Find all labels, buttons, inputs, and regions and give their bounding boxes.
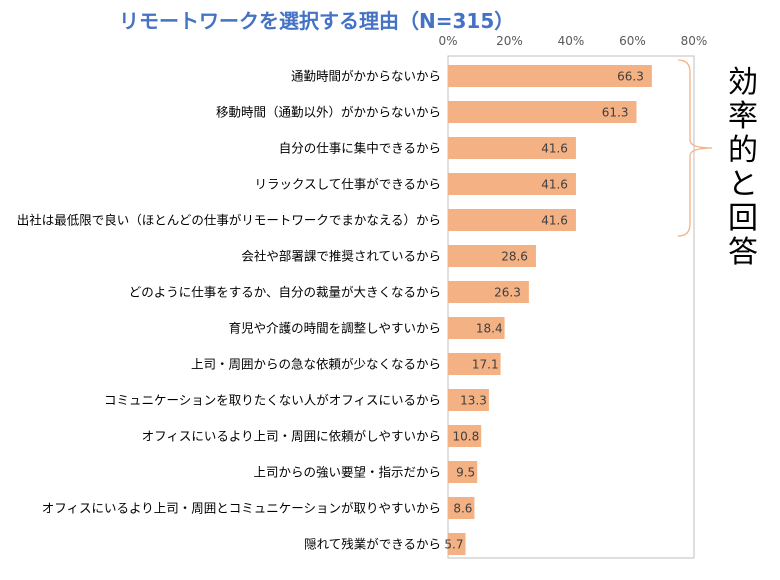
- category-label: 上司・周囲からの急な依頼が少なくなるから: [191, 357, 441, 372]
- value-label: 41.6: [541, 142, 568, 156]
- category-label: 隠れて残業ができるから: [304, 537, 441, 552]
- value-label: 26.3: [494, 286, 521, 300]
- bar: [448, 281, 529, 303]
- x-tick-label: 80%: [681, 34, 708, 48]
- bar: [448, 101, 637, 123]
- category-label: 移動時間（通勤以外）がかからないから: [216, 105, 441, 120]
- value-labels: 66.3 61.3 41.6 41.6 41.6 28.6 26.3 18.4 17.1 13.3…: [444, 70, 643, 552]
- chart-title: リモートワークを選択する理由（N=315）: [119, 9, 514, 33]
- category-label: 会社や部署課で推奨されているから: [241, 249, 441, 264]
- bar: [448, 65, 652, 87]
- value-label: 17.1: [472, 358, 499, 372]
- bar: [448, 353, 501, 375]
- x-tick-label: 0%: [438, 34, 457, 48]
- category-labels: 通勤時間がかからないから移動時間（通勤以外）がかからないから自分の仕事に集中でき…: [17, 69, 441, 552]
- bar: [448, 245, 536, 267]
- bar: [448, 497, 475, 519]
- value-label: 61.3: [602, 106, 629, 120]
- plot-border: [447, 55, 695, 559]
- annotation-text: 効率的と回答: [728, 65, 758, 270]
- value-label: 5.7: [444, 538, 463, 552]
- value-label: 41.6: [541, 214, 568, 228]
- bar: [448, 461, 478, 483]
- x-tick-label: 60%: [619, 34, 646, 48]
- category-label: コミュニケーションを取りたくない人がオフィスにいるから: [104, 393, 441, 408]
- category-label: オフィスにいるより上司・周囲とコミュニケーションが取りやすいから: [42, 501, 441, 516]
- bar: [448, 317, 505, 339]
- value-label: 9.5: [456, 466, 475, 480]
- bar: [448, 425, 482, 447]
- annotation-char: 回: [728, 201, 758, 236]
- category-label: 育児や介護の時間を調整しやすいから: [229, 321, 441, 336]
- annotation: 効率的と回答: [677, 59, 758, 270]
- value-label: 13.3: [460, 394, 487, 408]
- bar: [448, 137, 576, 159]
- x-tick-label: 40%: [558, 34, 585, 48]
- category-label: リラックスして仕事ができるから: [254, 177, 441, 192]
- annotation-char: 答: [728, 235, 758, 270]
- annotation-char: 率: [728, 99, 758, 134]
- category-label: 出社は最低限で良い（ほとんどの仕事がリモートワークでまかなえる）から: [17, 213, 441, 228]
- bar: [448, 173, 576, 195]
- value-label: 41.6: [541, 178, 568, 192]
- category-label: 自分の仕事に集中できるから: [279, 141, 441, 156]
- category-label: どのように仕事をするか、自分の裁量が大きくなるから: [129, 285, 441, 300]
- plot-area: [447, 55, 695, 559]
- x-tick-label: 20%: [496, 34, 523, 48]
- category-label: オフィスにいるより上司・周囲に依頼がしやすいから: [142, 429, 441, 444]
- annotation-char: 的: [728, 133, 758, 168]
- category-label: 上司からの強い要望・指示だから: [253, 465, 441, 480]
- annotation-char: 効: [728, 65, 758, 100]
- bar: [448, 389, 489, 411]
- value-label: 8.6: [453, 502, 472, 516]
- bar: [448, 533, 466, 555]
- bars: [448, 65, 652, 555]
- category-label: 通勤時間がかからないから: [291, 69, 441, 84]
- annotation-bracket: [677, 59, 713, 237]
- value-label: 18.4: [476, 322, 503, 336]
- value-label: 28.6: [501, 250, 528, 264]
- bar: [448, 209, 576, 231]
- value-label: 10.8: [452, 430, 479, 444]
- value-label: 66.3: [617, 70, 644, 84]
- annotation-char: と: [728, 167, 758, 202]
- x-axis-ticks: 0% 20% 40% 60% 80%: [438, 34, 707, 48]
